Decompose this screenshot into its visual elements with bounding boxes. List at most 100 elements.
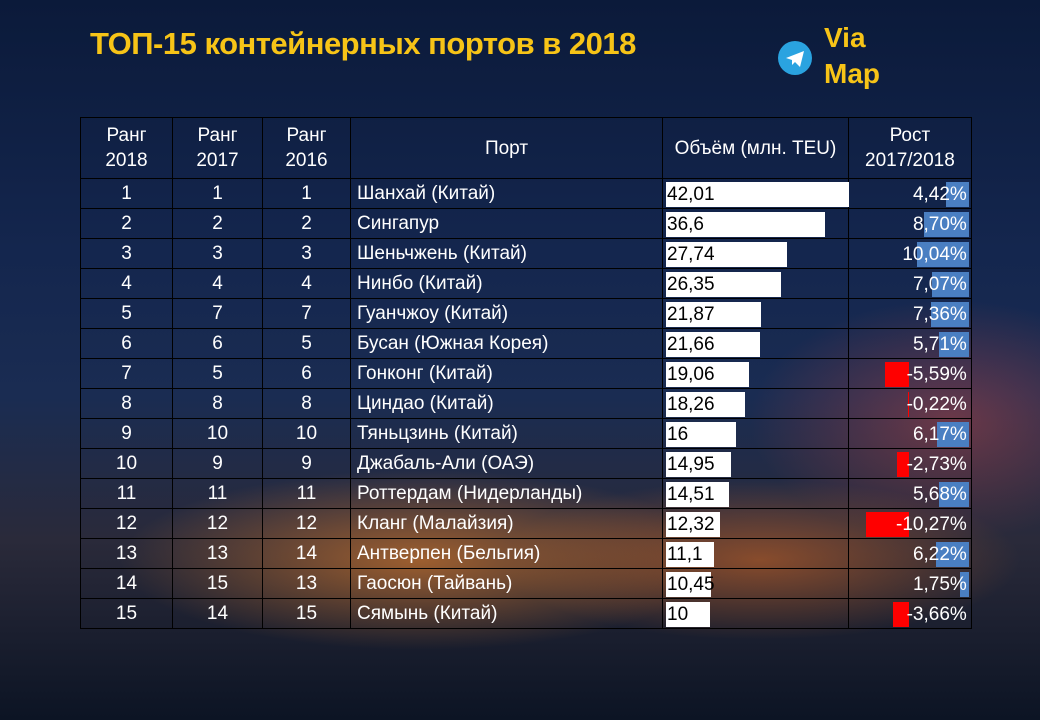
volume-label: 18,26 bbox=[667, 394, 715, 415]
growth-bar bbox=[916, 242, 969, 267]
volume-bar bbox=[666, 452, 732, 477]
volume-label: 14,51 bbox=[667, 484, 715, 505]
table-row: 13 13 14 Антверпен (Бельгия) 11,1 6,22% bbox=[80, 538, 972, 569]
title: ТОП-15 контейнерных портов в 2018 bbox=[90, 26, 636, 61]
volume-label: 36,6 bbox=[667, 214, 704, 235]
growth-cell: 4,42% bbox=[848, 178, 972, 209]
volume-bar bbox=[666, 482, 730, 507]
growth-cell: 6,22% bbox=[848, 538, 972, 569]
table-row: 1 1 1 Шанхай (Китай) 42,01 4,42% bbox=[80, 178, 972, 209]
growth-bar bbox=[897, 452, 909, 477]
growth-label: 6,17% bbox=[912, 424, 967, 445]
telegram-icon bbox=[778, 41, 812, 75]
port-cell: Сингапур bbox=[350, 208, 663, 239]
rank-cell: 1 bbox=[172, 178, 263, 209]
column-header: Ранг 2017 bbox=[172, 117, 263, 179]
volume-bar bbox=[666, 182, 849, 207]
table-row: 6 6 5 Бусан (Южная Корея) 21,66 5,71% bbox=[80, 328, 972, 359]
volume-bar bbox=[666, 272, 781, 297]
table-row: 10 9 9 Джабаль-Али (ОАЭ) 14,95 -2,73% bbox=[80, 448, 972, 479]
volume-bar bbox=[666, 512, 720, 537]
volume-cell: 21,66 bbox=[662, 328, 849, 359]
growth-cell: 5,68% bbox=[848, 478, 972, 509]
growth-label: 5,71% bbox=[912, 334, 967, 355]
growth-cell: 5,71% bbox=[848, 328, 972, 359]
volume-cell: 27,74 bbox=[662, 238, 849, 269]
port-cell: Бусан (Южная Корея) bbox=[350, 328, 663, 359]
volume-label: 21,66 bbox=[667, 334, 715, 355]
rank-cell: 1 bbox=[262, 178, 351, 209]
port-cell: Сямынь (Китай) bbox=[350, 598, 663, 629]
volume-label: 42,01 bbox=[667, 184, 715, 205]
rank-cell: 9 bbox=[80, 418, 173, 449]
rank-cell: 4 bbox=[80, 268, 173, 299]
volume-cell: 14,95 bbox=[662, 448, 849, 479]
growth-cell: -3,66% bbox=[848, 598, 972, 629]
volume-cell: 14,51 bbox=[662, 478, 849, 509]
volume-cell: 21,87 bbox=[662, 298, 849, 329]
growth-cell: 7,36% bbox=[848, 298, 972, 329]
rank-cell: 2 bbox=[172, 208, 263, 239]
rank-cell: 8 bbox=[262, 388, 351, 419]
growth-label: -3,66% bbox=[906, 604, 967, 625]
growth-cell: -0,22% bbox=[848, 388, 972, 419]
volume-label: 21,87 bbox=[667, 304, 715, 325]
rank-cell: 13 bbox=[172, 538, 263, 569]
growth-label: -10,27% bbox=[896, 514, 967, 535]
table-row: 8 8 8 Циндао (Китай) 18,26 -0,22% bbox=[80, 388, 972, 419]
growth-cell: -5,59% bbox=[848, 358, 972, 389]
rank-cell: 6 bbox=[172, 328, 263, 359]
ports-table: Ранг 2018 Ранг 2017 Ранг 2016 Порт Объём (мл… bbox=[80, 117, 972, 629]
volume-cell: 11,1 bbox=[662, 538, 849, 569]
growth-label: -5,59% bbox=[906, 364, 967, 385]
growth-bar bbox=[932, 272, 969, 297]
rank-cell: 7 bbox=[262, 298, 351, 329]
rank-cell: 14 bbox=[80, 568, 173, 599]
rank-cell: 6 bbox=[80, 328, 173, 359]
growth-cell: 10,04% bbox=[848, 238, 972, 269]
growth-label: 5,68% bbox=[912, 484, 967, 505]
column-header: Ранг 2016 bbox=[262, 117, 351, 179]
volume-label: 16 bbox=[667, 424, 689, 445]
volume-label: 10,45 bbox=[667, 574, 715, 595]
growth-bar bbox=[907, 392, 909, 417]
volume-label: 27,74 bbox=[667, 244, 715, 265]
volume-label: 10 bbox=[667, 604, 689, 625]
rank-cell: 8 bbox=[80, 388, 173, 419]
growth-bar bbox=[936, 422, 969, 447]
growth-label: 7,36% bbox=[912, 304, 967, 325]
volume-label: 12,32 bbox=[667, 514, 715, 535]
volume-bar bbox=[666, 212, 826, 237]
growth-bar bbox=[885, 362, 909, 387]
growth-label: 7,07% bbox=[912, 274, 967, 295]
rank-cell: 3 bbox=[262, 238, 351, 269]
volume-cell: 18,26 bbox=[662, 388, 849, 419]
table-row: 4 4 4 Нинбо (Китай) 26,35 7,07% bbox=[80, 268, 972, 299]
volume-bar bbox=[666, 392, 746, 417]
rank-cell: 10 bbox=[80, 448, 173, 479]
rank-cell: 4 bbox=[262, 268, 351, 299]
port-cell: Тяньцзинь (Китай) bbox=[350, 418, 663, 449]
volume-cell: 42,01 bbox=[662, 178, 849, 209]
growth-bar bbox=[939, 482, 969, 507]
rank-cell: 5 bbox=[172, 358, 263, 389]
growth-label: 4,42% bbox=[912, 184, 967, 205]
plane-icon bbox=[786, 51, 804, 67]
growth-bar bbox=[923, 212, 969, 237]
volume-cell: 16 bbox=[662, 418, 849, 449]
volume-cell: 26,35 bbox=[662, 268, 849, 299]
volume-bar bbox=[666, 422, 736, 447]
rank-cell: 5 bbox=[262, 328, 351, 359]
rank-cell: 3 bbox=[80, 238, 173, 269]
rank-cell: 11 bbox=[80, 478, 173, 509]
rank-cell: 1 bbox=[80, 178, 173, 209]
growth-label: 6,22% bbox=[912, 544, 967, 565]
port-cell: Джабаль-Али (ОАЭ) bbox=[350, 448, 663, 479]
growth-bar bbox=[930, 302, 969, 327]
table-row: 3 3 3 Шеньчжень (Китай) 27,74 10,04% bbox=[80, 238, 972, 269]
rank-cell: 15 bbox=[262, 598, 351, 629]
port-cell: Кланг (Малайзия) bbox=[350, 508, 663, 539]
rank-cell: 7 bbox=[80, 358, 173, 389]
port-cell: Шанхай (Китай) bbox=[350, 178, 663, 209]
rank-cell: 11 bbox=[172, 478, 263, 509]
